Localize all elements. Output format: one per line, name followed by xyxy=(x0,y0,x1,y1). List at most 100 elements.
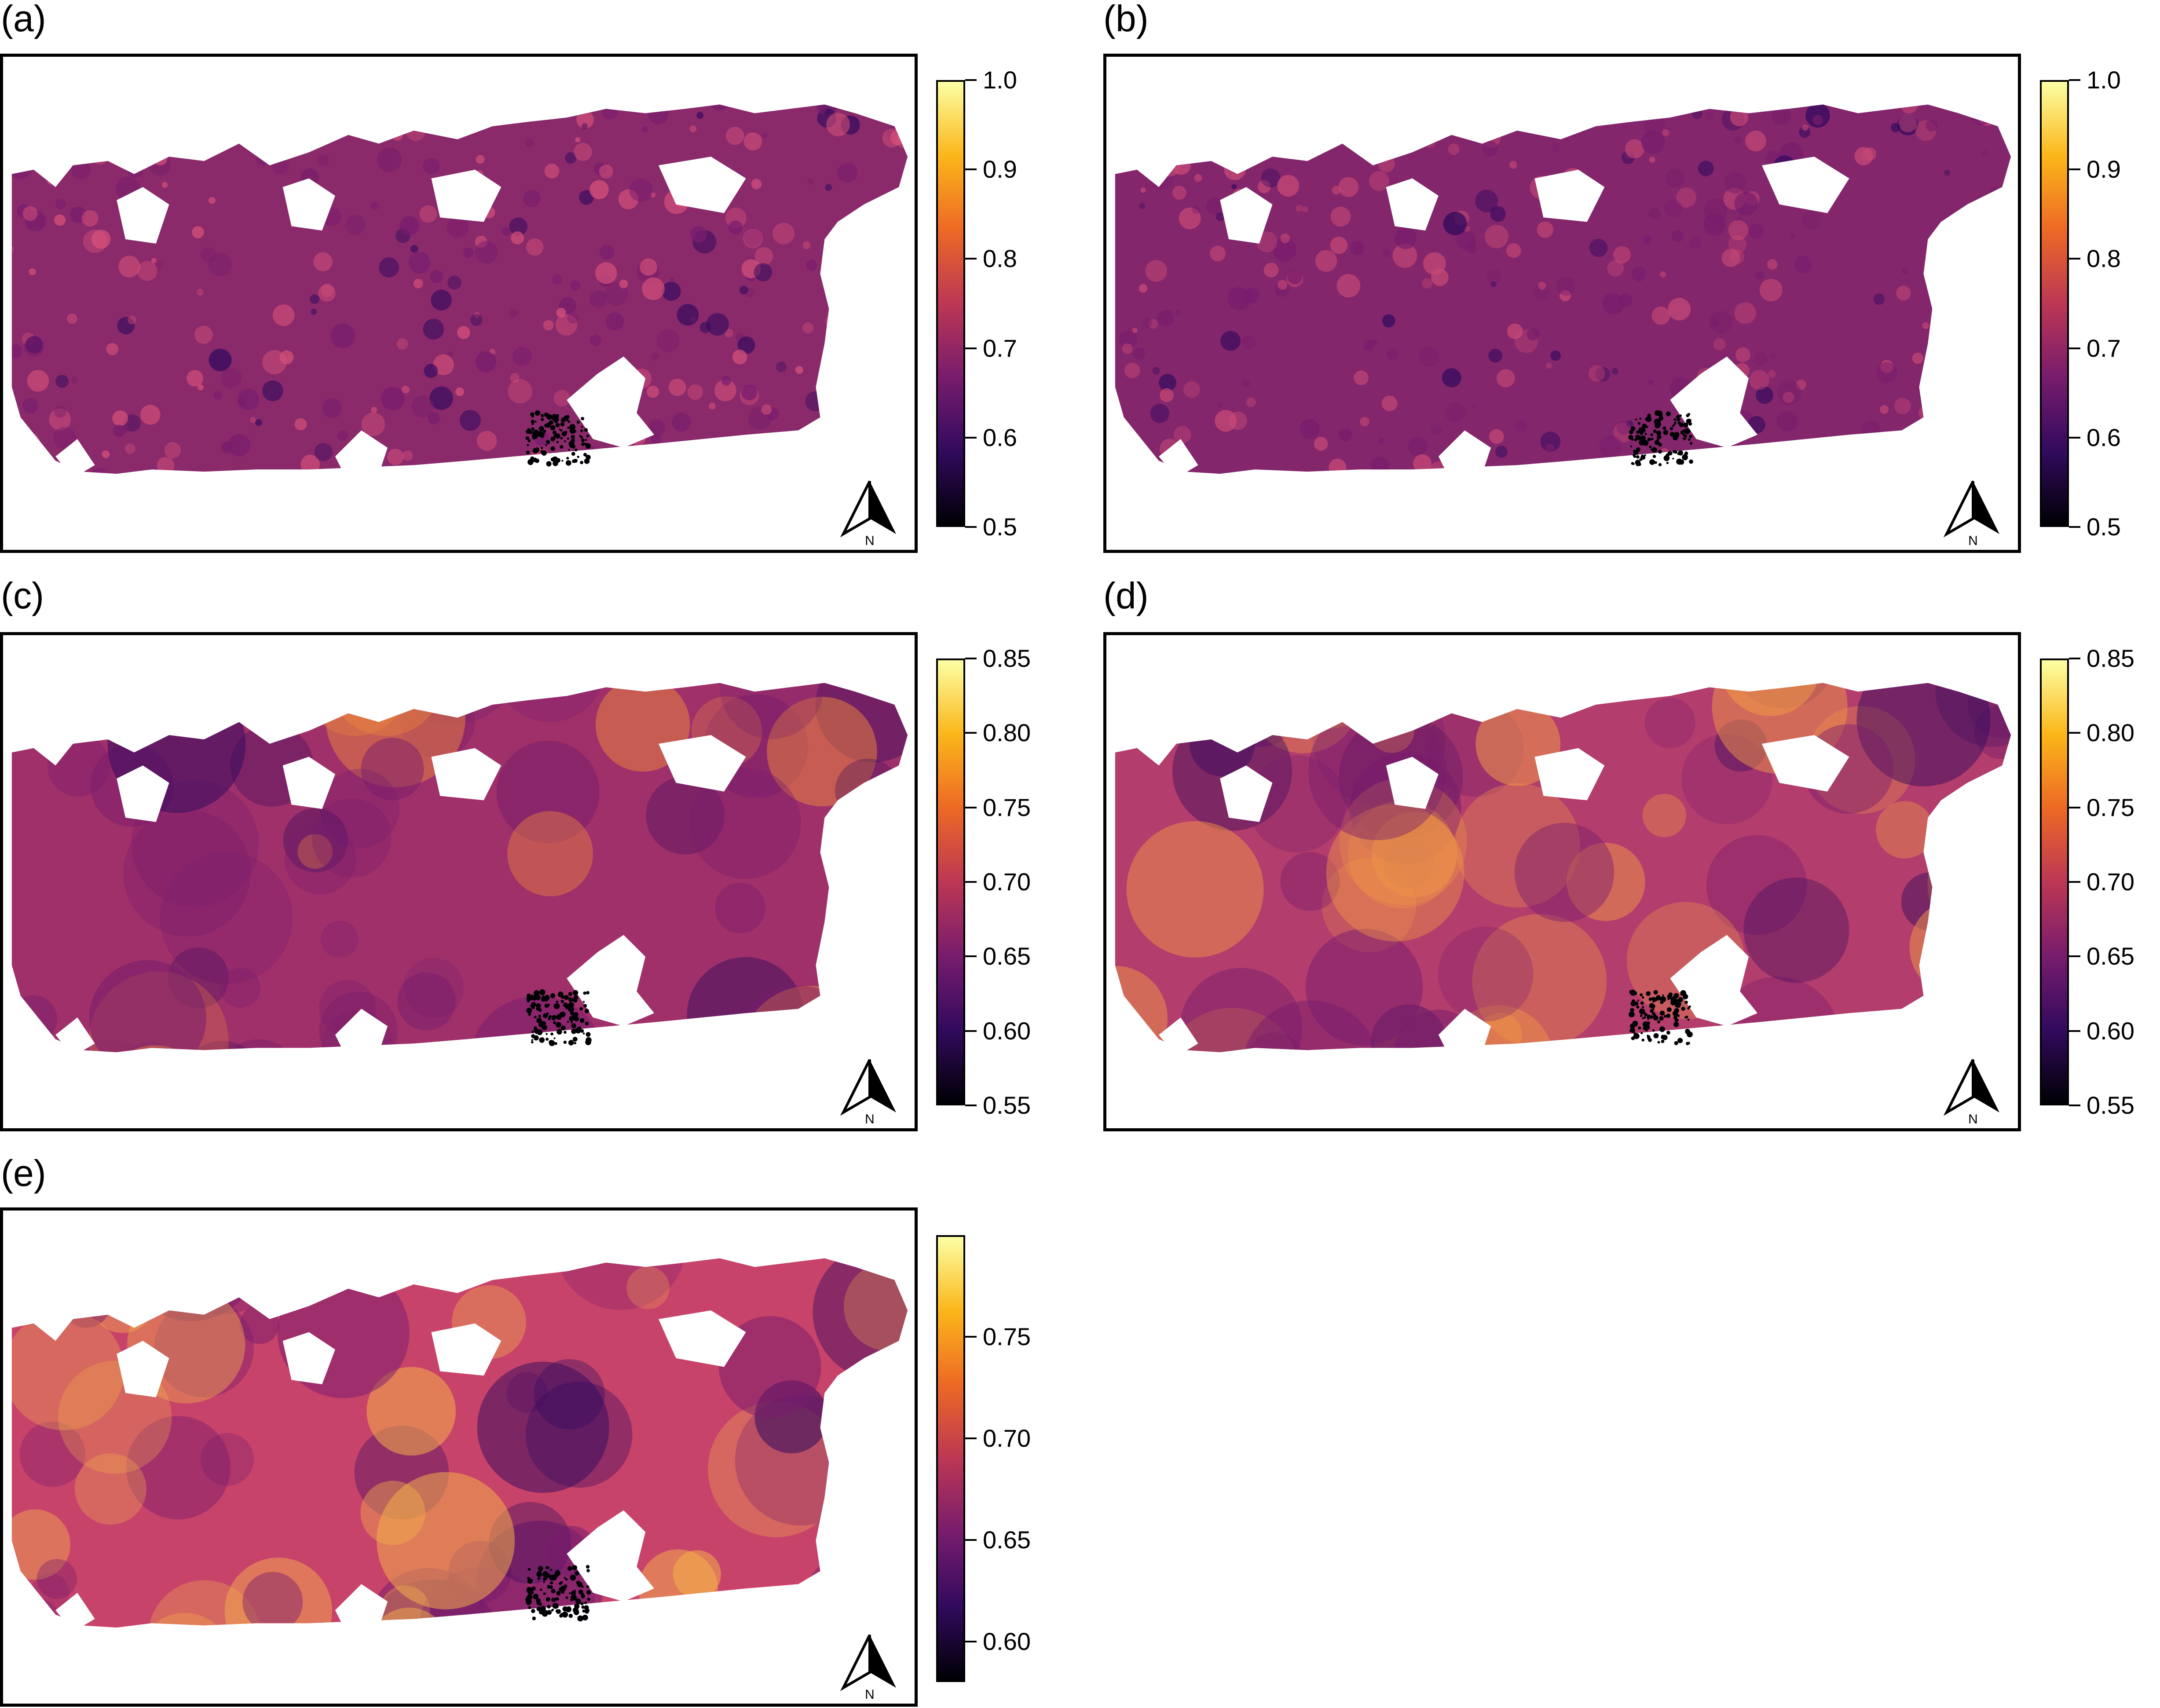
speckle xyxy=(537,1577,541,1580)
texture-blob xyxy=(73,496,96,519)
colorbar-tick-label: 0.65 xyxy=(983,1525,1031,1554)
texture-blob xyxy=(11,1042,41,1053)
texture-blob xyxy=(1894,75,1903,84)
texture-blob xyxy=(1685,525,1706,546)
texture-blob xyxy=(1338,177,1359,197)
texture-blob xyxy=(397,972,456,1031)
panel-d-raster xyxy=(1115,683,2011,1057)
texture-blob xyxy=(1467,244,1477,254)
speckle xyxy=(1688,438,1691,441)
colorbar-tick-label: 0.70 xyxy=(983,868,1031,896)
texture-blob xyxy=(1124,457,1141,474)
speckle xyxy=(552,1602,559,1609)
speckle xyxy=(550,1032,553,1036)
speckle xyxy=(1661,1035,1664,1038)
texture-blob xyxy=(1534,284,1550,300)
texture-blob xyxy=(761,404,772,415)
speckle xyxy=(1649,459,1655,465)
texture-blob xyxy=(642,277,665,300)
colorbar-tick-label: 0.55 xyxy=(983,1091,1031,1119)
texture-blob xyxy=(411,395,434,417)
texture-blob xyxy=(1210,245,1226,262)
speckle xyxy=(569,1016,575,1022)
texture-blob xyxy=(379,257,399,278)
speckle xyxy=(1644,1028,1648,1031)
texture-blob xyxy=(1970,336,1977,343)
no-data-gap xyxy=(1220,187,1273,244)
colorbar-tick-label: 0.6 xyxy=(2087,423,2121,451)
speckle xyxy=(576,1580,580,1585)
speckle xyxy=(586,454,591,460)
texture-blob xyxy=(314,443,333,461)
texture-blob xyxy=(1408,437,1428,456)
texture-blob xyxy=(1330,206,1351,227)
texture-blob xyxy=(725,127,744,145)
texture-blob xyxy=(1139,202,1146,209)
colorbar-tick-label: 0.7 xyxy=(983,334,1017,362)
texture-blob xyxy=(1540,432,1561,452)
texture-blob xyxy=(1703,213,1726,236)
speckle xyxy=(1666,411,1671,417)
texture-blob xyxy=(1776,380,1801,405)
texture-blob xyxy=(1941,458,1954,472)
colorbar-tick xyxy=(965,1437,977,1439)
speckle xyxy=(562,1606,568,1612)
texture-blob xyxy=(137,261,157,281)
colorbar-tick-label: 0.7 xyxy=(2087,334,2121,362)
texture-blob xyxy=(125,443,135,454)
texture-blob xyxy=(424,106,433,116)
speckle xyxy=(545,444,547,446)
texture-blob xyxy=(1556,276,1576,296)
colorbar-tick xyxy=(2069,436,2080,439)
speckle xyxy=(570,1021,573,1024)
texture-blob xyxy=(122,520,129,527)
texture-blob xyxy=(1112,534,1131,550)
texture-blob xyxy=(1431,424,1442,436)
texture-blob xyxy=(1642,794,1687,838)
texture-blob xyxy=(1990,301,2008,319)
speckle xyxy=(1666,1031,1670,1035)
speckle xyxy=(556,1029,562,1035)
speckle xyxy=(581,1594,585,1598)
texture-blob xyxy=(1863,147,1877,161)
texture-blob xyxy=(1383,249,1391,257)
speckle xyxy=(1642,1006,1644,1008)
speckle xyxy=(574,998,578,1002)
speckle xyxy=(585,439,587,441)
colorbar-tick-label: 0.60 xyxy=(2087,1017,2134,1045)
speckle xyxy=(571,435,575,439)
texture-blob xyxy=(318,284,336,302)
colorbar-tick xyxy=(965,526,977,528)
texture-blob xyxy=(1724,172,1746,194)
texture-blob xyxy=(857,403,869,415)
speckle xyxy=(537,1029,543,1035)
texture-blob xyxy=(1745,130,1766,152)
texture-blob xyxy=(589,180,609,199)
panel-e-colorbar xyxy=(936,1235,965,1682)
texture-blob xyxy=(283,127,294,138)
colorbar-tick xyxy=(965,1030,977,1032)
texture-blob xyxy=(224,1558,332,1628)
texture-blob xyxy=(1300,419,1320,439)
speckle xyxy=(1657,1041,1660,1044)
texture-blob xyxy=(3,490,24,512)
texture-blob xyxy=(1115,683,1205,749)
texture-blob xyxy=(310,470,322,474)
speckle xyxy=(1647,413,1651,418)
texture-blob xyxy=(838,1413,876,1452)
texture-blob xyxy=(208,104,228,111)
speckle xyxy=(562,1611,568,1618)
texture-blob xyxy=(266,106,278,118)
texture-blob xyxy=(1789,232,1796,238)
texture-blob xyxy=(737,336,755,354)
speckle xyxy=(556,1591,561,1596)
texture-blob xyxy=(1896,447,1915,466)
texture-blob xyxy=(459,410,481,431)
texture-blob xyxy=(741,384,758,401)
texture-blob xyxy=(1495,445,1508,458)
texture-blob xyxy=(311,470,322,474)
speckle xyxy=(582,1001,585,1003)
texture-blob xyxy=(1392,243,1417,268)
texture-blob xyxy=(599,245,615,260)
speckle xyxy=(1650,448,1652,450)
